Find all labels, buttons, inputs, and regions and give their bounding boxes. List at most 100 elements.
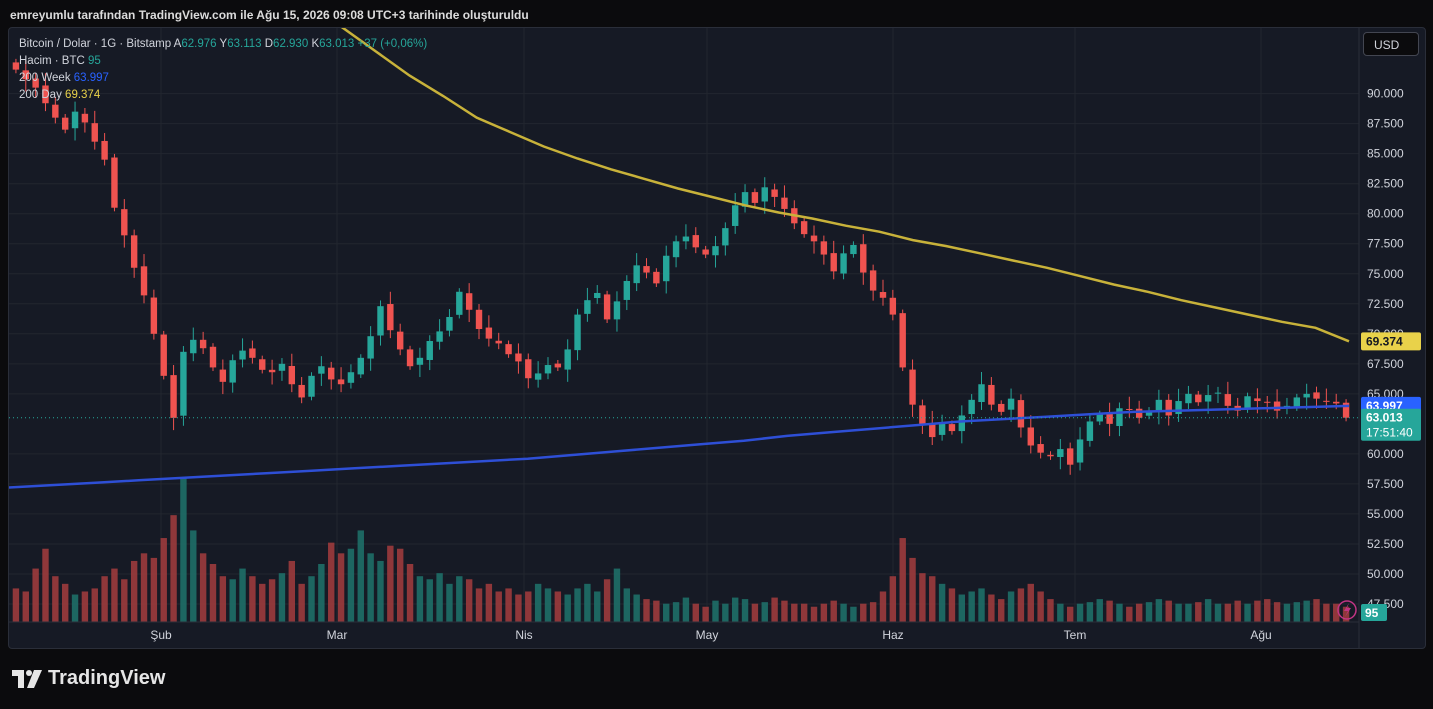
volume-bars xyxy=(12,477,1350,622)
volume-bar xyxy=(800,603,808,622)
candle-body xyxy=(268,369,276,373)
volume-bar xyxy=(830,600,837,622)
volume-bar xyxy=(869,602,877,622)
volume-bar xyxy=(929,576,936,622)
volume-bar xyxy=(692,603,699,622)
candle-body xyxy=(830,253,837,272)
volume-bar xyxy=(416,576,424,622)
symbol-name[interactable]: Bitcoin / Dolar · 1G · Bitstamp xyxy=(19,38,172,50)
candle-body xyxy=(1195,394,1202,403)
volume-bar xyxy=(485,583,493,622)
candle-body xyxy=(663,255,670,282)
candle-body xyxy=(367,336,374,359)
tradingview-brand[interactable]: TradingView xyxy=(12,667,165,690)
grid-lines xyxy=(9,28,1359,622)
candle-body xyxy=(1214,392,1222,394)
ma-day-label: 200 Day xyxy=(19,89,62,101)
volume-bar xyxy=(899,538,906,622)
y-tick-label: 72.500 xyxy=(1367,297,1404,311)
y-tick-label: 52.500 xyxy=(1367,537,1404,551)
candle-body xyxy=(1264,401,1271,403)
tradingview-logo-icon xyxy=(12,669,42,688)
legend-symbol-row[interactable]: Bitcoin / Dolar · 1G · Bitstamp A62.976 … xyxy=(19,36,427,53)
candle-body xyxy=(308,375,315,397)
volume-bar xyxy=(396,548,404,622)
candle-body xyxy=(475,309,483,329)
close-label: K xyxy=(311,38,320,50)
candle-body xyxy=(722,228,729,246)
candle-body xyxy=(919,405,926,424)
candle-body xyxy=(525,359,532,379)
volume-bar xyxy=(12,588,20,622)
candle-body xyxy=(1007,398,1015,410)
y-tick-label: 90.000 xyxy=(1367,87,1404,101)
volume-bar xyxy=(318,564,325,622)
candle-body xyxy=(909,369,916,405)
candle-body xyxy=(52,104,59,118)
volume-bar xyxy=(259,583,266,622)
currency-button[interactable]: USD xyxy=(1363,32,1419,56)
volume-bar xyxy=(190,530,197,622)
volume-bar xyxy=(594,591,601,622)
volume-bar xyxy=(111,568,118,622)
candle-body xyxy=(672,241,680,258)
candle-body xyxy=(741,192,749,207)
low-value: 62.930 xyxy=(273,38,309,50)
candle-body xyxy=(219,369,227,382)
change-value: +37 (+0,06%) xyxy=(357,38,428,50)
legend-ma-day-row[interactable]: 200 Day 69.374 xyxy=(19,87,427,104)
volume-bar xyxy=(377,560,384,622)
volume-bar xyxy=(140,553,148,622)
volume-bar xyxy=(475,588,483,622)
candle-body xyxy=(1135,408,1143,418)
volume-bar xyxy=(308,576,315,622)
candle-body xyxy=(1116,408,1123,427)
volume-bar xyxy=(1037,591,1044,622)
ma-day-value: 69.374 xyxy=(65,89,101,101)
volume-bar xyxy=(958,594,966,622)
volume-bar xyxy=(1244,603,1251,622)
candle-body xyxy=(948,424,956,432)
candle-body xyxy=(278,363,286,371)
volume-bar xyxy=(1076,603,1084,622)
volume-bar xyxy=(603,579,611,622)
candle-body xyxy=(199,339,207,349)
volume-bar xyxy=(623,588,631,622)
y-tick-label: 85.000 xyxy=(1367,147,1404,161)
candle-body xyxy=(761,187,768,202)
legend-volume-row[interactable]: Hacim · BTC 95 xyxy=(19,53,427,70)
volume-bar xyxy=(121,579,128,622)
volume-bar xyxy=(643,599,650,622)
volume-bar xyxy=(1126,606,1133,622)
candle-body xyxy=(1333,401,1340,404)
close-value: 63.013 xyxy=(319,38,355,50)
volume-bar xyxy=(101,576,108,622)
candle-body xyxy=(140,266,148,296)
chart-frame[interactable]: Bitcoin / Dolar · 1G · Bitstamp A62.976 … xyxy=(8,27,1426,649)
candle-body xyxy=(1076,439,1084,463)
candle-body xyxy=(396,331,404,350)
candle-body xyxy=(337,379,345,385)
volume-bar xyxy=(840,603,847,622)
candle-body xyxy=(111,157,118,208)
candle-body xyxy=(1303,393,1310,398)
candle-body xyxy=(850,244,857,255)
volume-bar xyxy=(998,599,1005,622)
high-label: Y xyxy=(219,38,228,50)
candle-body xyxy=(1106,412,1113,424)
volume-bar xyxy=(288,560,296,622)
candle-body xyxy=(259,359,266,370)
volume-bar xyxy=(1185,603,1192,622)
legend-ma-week-row[interactable]: 200 Week 63.997 xyxy=(19,70,427,87)
price-chart[interactable]: 90.000 87.500 85.000 82.500 80.000 77.500 75.0… xyxy=(9,28,1425,648)
candle-body xyxy=(800,221,808,235)
candle-body xyxy=(1224,394,1232,406)
volume-label: Hacim · BTC xyxy=(19,55,85,67)
candle-body xyxy=(495,340,502,344)
candle-body xyxy=(377,306,384,336)
volume-bar xyxy=(465,579,473,622)
candle-body xyxy=(130,235,138,268)
volume-bar xyxy=(1264,599,1271,622)
volume-bar xyxy=(771,597,778,622)
candle-body xyxy=(584,300,591,314)
